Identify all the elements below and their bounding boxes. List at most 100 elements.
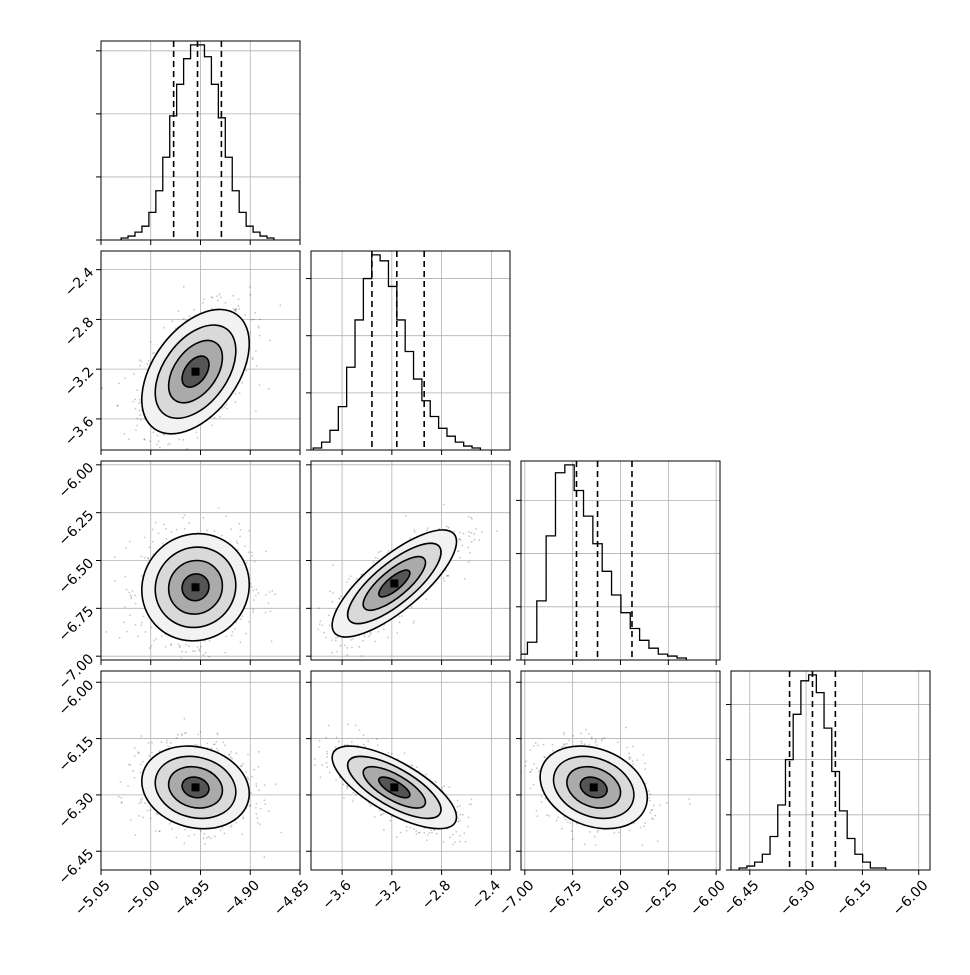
scatter-point bbox=[129, 614, 131, 616]
scatter-point bbox=[566, 743, 568, 745]
scatter-point bbox=[416, 766, 418, 768]
scatter-point bbox=[383, 628, 385, 630]
scatter-point bbox=[380, 550, 382, 552]
scatter-point bbox=[271, 640, 273, 642]
scatter-point bbox=[183, 318, 185, 320]
scatter-point bbox=[463, 533, 465, 535]
scatter-point bbox=[332, 564, 334, 566]
scatter-point bbox=[239, 392, 241, 394]
scatter-point bbox=[525, 761, 527, 763]
scatter-point bbox=[223, 833, 225, 835]
scatter-point bbox=[446, 526, 448, 528]
scatter-point bbox=[321, 625, 323, 627]
scatter-point bbox=[222, 742, 224, 744]
scatter-point bbox=[241, 833, 243, 835]
scatter-point bbox=[423, 832, 425, 834]
panel-frame bbox=[731, 671, 930, 870]
scatter-point bbox=[441, 787, 443, 789]
scatter-point bbox=[351, 741, 353, 743]
scatter-point bbox=[268, 810, 270, 812]
scatter-point bbox=[335, 640, 337, 642]
scatter-point bbox=[377, 631, 379, 633]
scatter-point bbox=[242, 816, 244, 818]
scatter-point bbox=[259, 823, 261, 825]
scatter-point bbox=[239, 308, 241, 310]
scatter-point bbox=[321, 764, 323, 766]
scatter-point bbox=[367, 740, 369, 742]
scatter-point bbox=[265, 612, 267, 614]
scatter-point bbox=[179, 645, 181, 647]
scatter-point bbox=[274, 593, 276, 595]
scatter-point bbox=[170, 643, 172, 645]
scatter-point bbox=[355, 724, 357, 726]
scatter-point bbox=[265, 594, 267, 596]
scatter-point bbox=[370, 805, 372, 807]
scatter-point bbox=[150, 341, 152, 343]
scatter-point bbox=[425, 774, 427, 776]
scatter-point bbox=[618, 831, 620, 833]
scatter-point bbox=[252, 609, 254, 611]
scatter-point bbox=[185, 644, 187, 646]
scatter-point bbox=[232, 295, 234, 297]
scatter-point bbox=[414, 531, 416, 533]
scatter-point bbox=[390, 820, 392, 822]
scatter-point bbox=[329, 591, 331, 593]
scatter-point bbox=[462, 814, 464, 816]
scatter-point bbox=[225, 636, 227, 638]
scatter-point bbox=[533, 784, 535, 786]
scatter-point bbox=[202, 302, 204, 304]
scatter-point bbox=[159, 446, 161, 448]
scatter-point bbox=[629, 756, 631, 758]
scatter-point bbox=[126, 631, 128, 633]
scatter-point bbox=[148, 360, 150, 362]
scatter-point bbox=[124, 606, 126, 608]
scatter-point bbox=[140, 361, 142, 363]
scatter-point bbox=[225, 302, 227, 304]
scatter-point bbox=[220, 297, 222, 299]
scatter-point bbox=[264, 784, 266, 786]
scatter-point bbox=[426, 839, 428, 841]
scatter-point bbox=[140, 801, 142, 803]
scatter-point bbox=[256, 817, 258, 819]
scatter-point bbox=[688, 798, 690, 800]
scatter-point bbox=[169, 823, 171, 825]
scatter-point bbox=[135, 408, 137, 410]
scatter-point bbox=[404, 752, 406, 754]
scatter-point bbox=[158, 831, 160, 833]
scatter-point bbox=[213, 743, 215, 745]
scatter-point bbox=[459, 814, 461, 816]
scatter-point bbox=[377, 558, 379, 560]
scatter-point bbox=[418, 832, 420, 834]
scatter-point bbox=[399, 615, 401, 617]
density-peak bbox=[192, 583, 200, 591]
scatter-point bbox=[406, 826, 408, 828]
scatter-point bbox=[135, 624, 137, 626]
scatter-point bbox=[138, 410, 140, 412]
scatter-point bbox=[156, 443, 158, 445]
scatter-point bbox=[496, 530, 498, 532]
scatter-point bbox=[307, 663, 309, 665]
scatter-point bbox=[167, 479, 169, 481]
scatter-point bbox=[458, 821, 460, 823]
scatter-point bbox=[218, 507, 220, 509]
scatter-point bbox=[176, 737, 178, 739]
scatter-point bbox=[234, 628, 236, 630]
scatter-point bbox=[184, 733, 186, 735]
scatter-point bbox=[161, 741, 163, 743]
scatter-point bbox=[314, 764, 316, 766]
scatter-point bbox=[455, 831, 457, 833]
scatter-point bbox=[171, 320, 173, 322]
scatter-point bbox=[254, 312, 256, 314]
scatter-point bbox=[231, 758, 233, 760]
scatter-point bbox=[205, 652, 207, 654]
scatter-point bbox=[563, 816, 565, 818]
scatter-point bbox=[178, 644, 180, 646]
scatter-point bbox=[359, 729, 361, 731]
scatter-point bbox=[643, 754, 645, 756]
scatter-point bbox=[204, 843, 206, 845]
scatter-point bbox=[140, 772, 142, 774]
scatter-point bbox=[177, 734, 179, 736]
scatter-point bbox=[340, 595, 342, 597]
scatter-point bbox=[326, 766, 328, 768]
scatter-point bbox=[214, 530, 216, 532]
